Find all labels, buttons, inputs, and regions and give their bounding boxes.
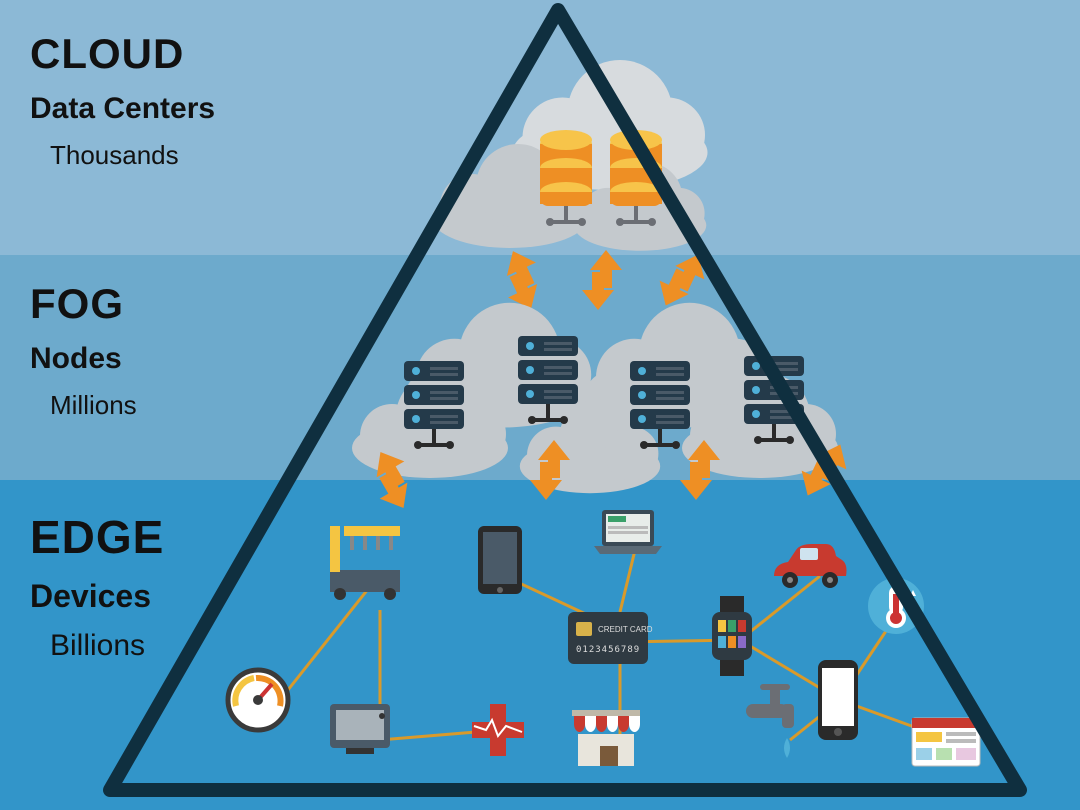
tablet-icon xyxy=(478,526,522,594)
faucet-icon xyxy=(746,684,794,758)
gauge-icon xyxy=(228,670,288,730)
phone-icon xyxy=(818,660,858,740)
car-icon xyxy=(774,544,847,588)
smartwatch-icon xyxy=(712,596,752,676)
shop-icon xyxy=(572,710,640,766)
diagram-scene: CREDIT CARD 0123456789 xyxy=(0,0,1080,810)
factory-icon xyxy=(330,526,400,600)
webpage-icon xyxy=(912,718,980,766)
bidir-arrow-icon xyxy=(582,250,622,310)
creditcard-icon: CREDIT CARD 0123456789 xyxy=(568,612,653,664)
monitor-icon xyxy=(330,704,390,754)
med_cross-icon xyxy=(472,704,524,756)
laptop-icon xyxy=(594,510,662,554)
fog-tier-graphics xyxy=(352,303,838,493)
edge-devices: CREDIT CARD 0123456789 xyxy=(228,510,980,766)
svg-text:CREDIT CARD: CREDIT CARD xyxy=(598,625,653,634)
svg-text:0123456789: 0123456789 xyxy=(576,645,640,655)
